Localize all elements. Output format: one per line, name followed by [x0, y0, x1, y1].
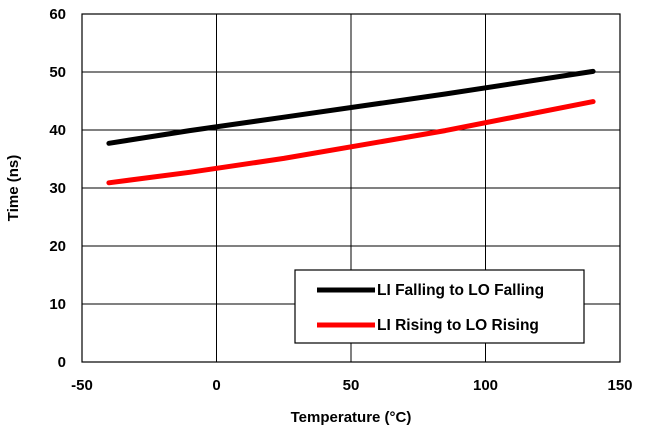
- plot-border: [81, 13, 621, 363]
- y-tick-labels: 0 10 20 30 40 50 60: [49, 6, 66, 371]
- grid-lines: [81, 13, 621, 363]
- legend-label-li-falling: LI Falling to LO Falling: [377, 282, 544, 299]
- x-axis-label: Temperature (°C): [291, 409, 412, 426]
- y-tick-label: 0: [58, 354, 66, 371]
- series-layer: [106, 68, 596, 186]
- legend-label-li-rising: LI Rising to LO Rising: [377, 317, 539, 334]
- legend: LI Falling to LO Falling LI Rising to LO…: [294, 269, 585, 344]
- x-tick-label: 0: [212, 377, 220, 394]
- series-line-1: [106, 99, 596, 186]
- x-tick-label: -50: [71, 377, 93, 394]
- y-tick-label: 50: [49, 64, 66, 81]
- y-tick-label: 30: [49, 180, 66, 197]
- y-tick-label: 10: [49, 296, 66, 313]
- series-line-0: [106, 68, 596, 146]
- y-axis-label: Time (ns): [5, 155, 22, 221]
- x-tick-label: 100: [473, 377, 498, 394]
- x-tick-label: 50: [343, 377, 360, 394]
- y-tick-label: 20: [49, 238, 66, 255]
- y-tick-label: 60: [49, 6, 66, 23]
- legend-box: [294, 269, 585, 344]
- y-tick-label: 40: [49, 122, 66, 139]
- x-tick-label: 150: [607, 377, 632, 394]
- x-tick-labels: -50 0 50 100 150: [71, 377, 632, 394]
